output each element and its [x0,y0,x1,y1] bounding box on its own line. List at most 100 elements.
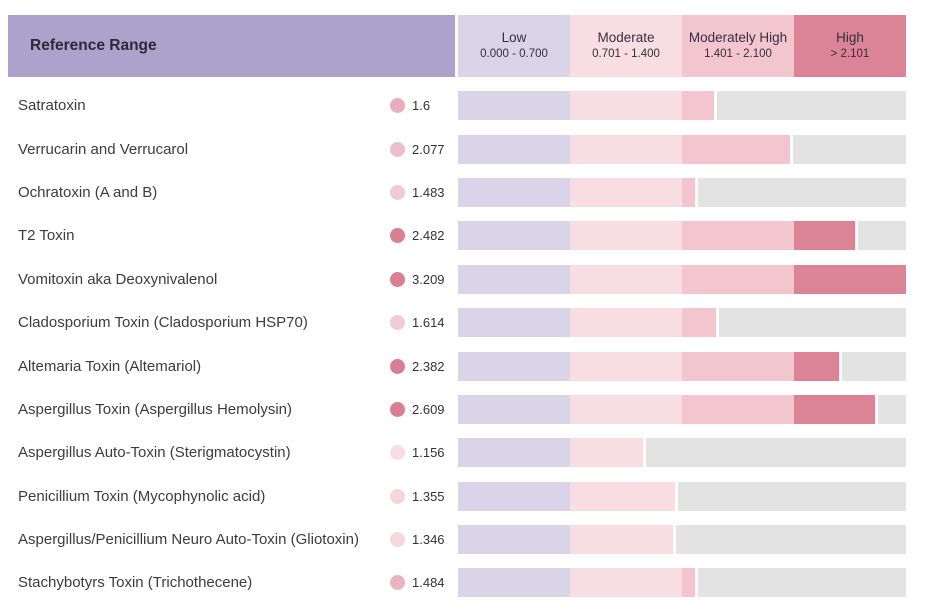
value-dot [390,532,405,548]
toxin-row: Vomitoxin aka Deoxynivalenol 3.209 [8,258,906,301]
toxin-row: Stachybotyrs Toxin (Trichothecene) 1.484 [8,561,906,604]
reference-range-title-cell: Reference Range [8,15,455,77]
bar-fill [458,525,674,555]
toxin-rows: Satratoxin 1.6 Verrucarin and Verrucarol… [8,84,906,605]
value-dot [390,98,405,114]
bar-remainder [719,308,906,338]
result-bar [458,91,906,121]
toxin-row: Verrucarin and Verrucarol 2.077 [8,127,906,170]
toxin-value: 1.614 [412,315,445,331]
bar-fill [458,481,675,511]
result-bar [458,394,906,424]
range-values: 0.701 - 1.400 [592,47,660,60]
value-dot [390,445,405,461]
range-label: Moderately High [688,30,788,46]
bar-fill [458,394,876,424]
toxin-row: T2 Toxin 2.482 [8,214,906,257]
bar-fill [458,134,791,164]
bar-remainder [698,177,906,207]
result-bar [458,438,906,468]
toxin-label: Vomitoxin aka Deoxynivalenol [18,270,218,288]
bar-remainder [858,221,906,251]
range-values: 0.000 - 0.700 [480,47,548,60]
bar-fill [458,568,696,598]
result-bar [458,525,906,555]
toxin-row: Penicillium Toxin (Mycophynolic acid) 1.… [8,475,906,518]
bar-fill [458,221,856,251]
bar-fill [458,177,696,207]
reference-range-title: Reference Range [30,37,157,54]
bar-fill [458,438,643,468]
value-dot [390,184,405,200]
value-dot [390,271,405,287]
toxin-label: Aspergillus/Penicillium Neuro Auto-Toxin… [18,531,359,549]
toxin-row: Satratoxin 1.6 [8,84,906,127]
toxin-label: Aspergillus Auto-Toxin (Sterigmatocystin… [18,444,291,462]
value-dot [390,575,405,591]
result-bar [458,134,906,164]
bar-remainder [717,91,906,121]
range-column-moderately-high: Moderately High 1.401 - 2.100 [682,15,794,77]
toxin-label: Verrucarin and Verrucarol [18,140,189,158]
bar-remainder [698,568,906,598]
range-label: Low [501,30,527,46]
result-bar [458,177,906,207]
range-columns: Low 0.000 - 0.700 Moderate 0.701 - 1.400… [458,15,906,77]
range-label: Moderate [597,30,655,46]
result-bar [458,351,906,381]
bar-fill [458,91,714,121]
range-column-moderate: Moderate 0.701 - 1.400 [570,15,682,77]
toxin-label: Stachybotyrs Toxin (Trichothecene) [18,574,253,592]
toxin-value: 1.346 [412,532,445,548]
value-dot [390,228,405,244]
value-dot [390,488,405,504]
result-bar [458,221,906,251]
toxin-label: Penicillium Toxin (Mycophynolic acid) [18,487,266,505]
toxin-value: 3.209 [412,271,445,287]
result-bar [458,481,906,511]
toxin-value: 1.156 [412,445,445,461]
toxin-value: 2.382 [412,358,445,374]
bar-fill [458,264,906,294]
toxin-value: 1.483 [412,184,445,200]
toxin-value: 1.355 [412,488,445,504]
bar-remainder [676,525,906,555]
bar-remainder [842,351,906,381]
toxin-row: Altemaria Toxin (Altemariol) 2.382 [8,344,906,387]
range-values: > 2.101 [830,47,870,60]
toxin-value: 2.482 [412,228,445,244]
range-label: High [836,30,864,46]
reference-range-header: Reference Range Low 0.000 - 0.700 Modera… [8,15,906,77]
result-bar [458,568,906,598]
range-column-high: High > 2.101 [794,15,906,77]
bar-remainder [878,394,906,424]
result-bar [458,264,906,294]
range-values: 1.401 - 2.100 [704,47,772,60]
toxin-value: 2.077 [412,141,445,157]
toxin-label: Aspergillus Toxin (Aspergillus Hemolysin… [18,400,292,418]
toxin-label: Satratoxin [18,97,86,115]
result-bar [458,308,906,338]
toxin-value: 1.6 [412,98,431,114]
bar-remainder [645,438,906,468]
bar-fill [458,351,840,381]
toxin-value: 1.484 [412,575,445,591]
value-dot [390,141,405,157]
toxin-value: 2.609 [412,401,445,417]
toxin-label: Ochratoxin (A and B) [18,183,158,201]
value-dot [390,315,405,331]
bar-remainder [793,134,906,164]
bar-fill [458,308,717,338]
toxin-row: Ochratoxin (A and B) 1.483 [8,171,906,214]
toxin-label: Altemaria Toxin (Altemariol) [18,357,202,375]
value-dot [390,401,405,417]
value-dot [390,358,405,374]
toxin-row: Cladosporium Toxin (Cladosporium HSP70) … [8,301,906,344]
toxin-row: Aspergillus Toxin (Aspergillus Hemolysin… [8,388,906,431]
range-column-low: Low 0.000 - 0.700 [458,15,570,77]
toxin-label: T2 Toxin [18,227,75,245]
toxin-label: Cladosporium Toxin (Cladosporium HSP70) [18,314,308,332]
toxin-row: Aspergillus/Penicillium Neuro Auto-Toxin… [8,518,906,561]
bar-remainder [677,481,906,511]
